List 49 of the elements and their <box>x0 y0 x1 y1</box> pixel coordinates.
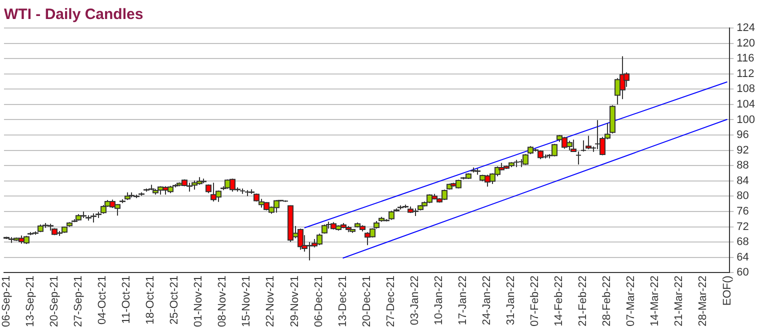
x-tick-label: 27-Sep-21 <box>72 276 85 328</box>
y-tick-label: 108 <box>736 83 756 96</box>
x-tick-label: 20-Dec-21 <box>360 276 373 327</box>
x-tick-label: 14-Mar-22 <box>649 276 662 326</box>
x-tick-label: 20-Sep-21 <box>48 276 60 328</box>
x-tick-label: 13-Dec-21 <box>336 276 349 327</box>
x-tick-label: 24-Jan-22 <box>480 276 493 326</box>
x-tick-label: 04-Oct-21 <box>96 276 109 325</box>
x-tick-label: 31-Jan-22 <box>505 276 518 326</box>
y-tick-label: 88 <box>736 160 749 172</box>
y-tick-label: 80 <box>736 190 749 202</box>
y-tick-label: 112 <box>736 68 754 80</box>
x-tick-label: 18-Oct-21 <box>144 276 157 325</box>
x-tick-label: 06-Sep-21 <box>0 276 12 328</box>
x-tick-label: 28-Mar-22 <box>697 276 710 326</box>
x-tick-label: EOF() <box>721 276 734 306</box>
x-tick-label: 14-Feb-22 <box>553 276 566 326</box>
y-tick-label: 124 <box>736 22 756 34</box>
x-tick-label: 11-Oct-21 <box>120 276 133 324</box>
x-tick-label: 17-Jan-22 <box>456 276 469 326</box>
y-tick-label: 120 <box>736 37 756 50</box>
x-tick-label: 21-Mar-22 <box>673 276 686 326</box>
chart-title: WTI - Daily Candles <box>4 6 144 24</box>
y-tick-label: 64 <box>736 251 749 264</box>
x-tick-label: 06-Dec-21 <box>312 276 325 327</box>
y-tick-label: 104 <box>736 98 756 110</box>
x-tick-label: 15-Nov-21 <box>240 276 253 327</box>
x-tick-label: 13-Sep-21 <box>24 276 36 328</box>
y-tick-label: 116 <box>736 52 754 65</box>
y-tick-label: 68 <box>736 236 749 248</box>
x-tick-label: 29-Nov-21 <box>288 276 301 327</box>
x-tick-label: 03-Jan-22 <box>408 276 421 326</box>
y-tick-label: 76 <box>736 206 749 218</box>
x-tick-label: 25-Oct-21 <box>168 276 181 325</box>
x-tick-label: 22-Nov-21 <box>264 276 277 327</box>
x-tick-label: 10-Jan-22 <box>432 276 445 326</box>
y-tick-label: 96 <box>736 129 749 142</box>
y-tick-label: 72 <box>736 220 749 233</box>
y-tick-label: 92 <box>736 144 749 156</box>
y-tick-label: 60 <box>736 266 749 279</box>
x-tick-label: 21-Feb-22 <box>577 276 590 326</box>
x-tick-label: 01-Nov-21 <box>192 276 205 327</box>
x-tick-label: 28-Feb-22 <box>601 276 614 326</box>
y-tick-label: 84 <box>736 174 749 187</box>
x-tick-label: 07-Mar-22 <box>625 276 638 326</box>
y-tick-label: 100 <box>736 114 756 126</box>
x-tick-label: 08-Nov-21 <box>216 276 229 327</box>
x-tick-label: 27-Dec-21 <box>384 276 397 327</box>
x-tick-label: 07-Feb-22 <box>529 276 542 326</box>
